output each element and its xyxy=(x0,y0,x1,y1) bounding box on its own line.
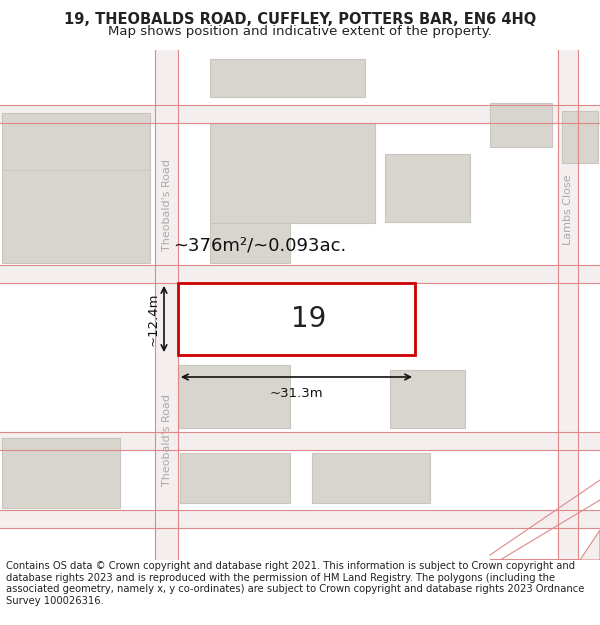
Bar xyxy=(250,298,345,346)
Bar xyxy=(490,103,552,147)
Text: ~376m²/~0.093ac.: ~376m²/~0.093ac. xyxy=(173,236,346,254)
Bar xyxy=(385,154,470,222)
Bar xyxy=(0,432,600,450)
Bar xyxy=(178,365,290,428)
Text: Theobald's Road: Theobald's Road xyxy=(161,394,172,486)
Bar xyxy=(210,223,290,263)
Bar xyxy=(0,510,600,528)
Bar xyxy=(312,453,430,503)
Bar xyxy=(210,59,365,97)
Bar xyxy=(0,105,600,123)
Bar xyxy=(155,50,178,560)
Text: 19, THEOBALDS ROAD, CUFFLEY, POTTERS BAR, EN6 4HQ: 19, THEOBALDS ROAD, CUFFLEY, POTTERS BAR… xyxy=(64,12,536,28)
Text: ~12.4m: ~12.4m xyxy=(147,292,160,346)
Text: Lambs Close: Lambs Close xyxy=(563,175,573,245)
Text: ~31.3m: ~31.3m xyxy=(269,387,323,400)
Bar xyxy=(210,123,375,223)
Bar xyxy=(180,453,290,503)
Bar xyxy=(390,370,465,428)
Bar xyxy=(178,283,415,355)
Bar xyxy=(0,265,600,283)
Text: Contains OS data © Crown copyright and database right 2021. This information is : Contains OS data © Crown copyright and d… xyxy=(6,561,584,606)
Bar xyxy=(2,438,120,508)
Text: Theobald's Road: Theobald's Road xyxy=(161,159,172,251)
Text: Map shows position and indicative extent of the property.: Map shows position and indicative extent… xyxy=(108,24,492,38)
Bar xyxy=(562,111,598,163)
Polygon shape xyxy=(490,530,600,560)
Bar xyxy=(2,113,150,263)
Bar xyxy=(558,50,578,560)
Text: 19: 19 xyxy=(290,305,326,333)
